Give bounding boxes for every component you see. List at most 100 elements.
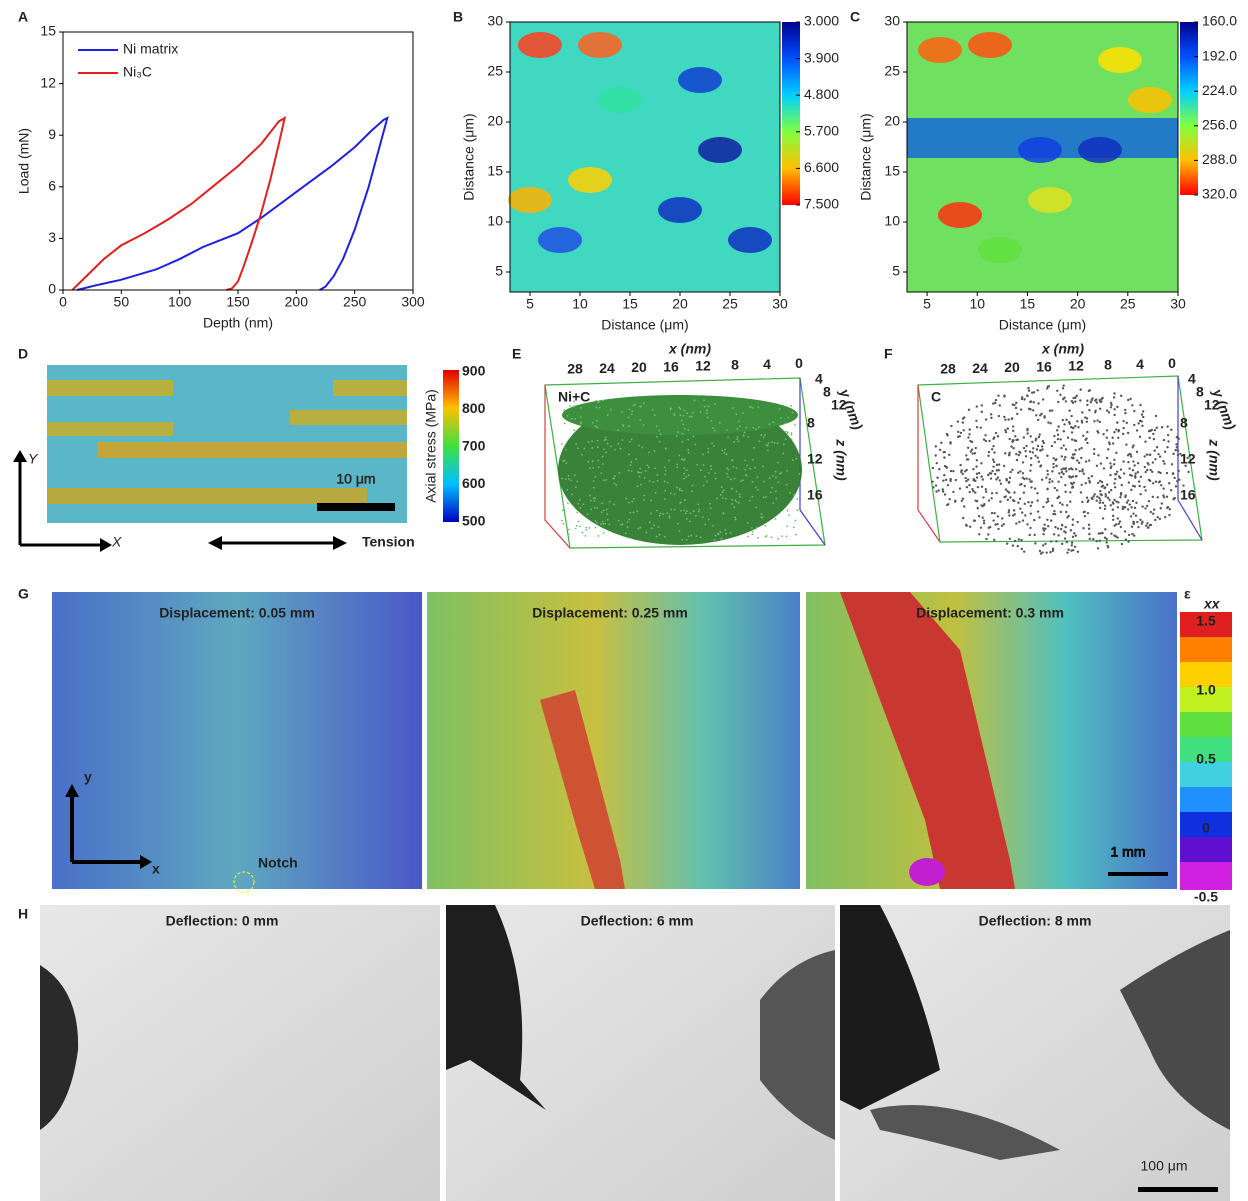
atom — [961, 472, 965, 476]
colorbar-label: 3.900 — [804, 49, 839, 65]
atom — [1006, 427, 1009, 430]
plot-frame — [906, 21, 1179, 293]
atom — [1026, 432, 1029, 435]
atom — [629, 464, 632, 467]
atom — [1165, 495, 1169, 498]
strain-spot — [909, 858, 945, 886]
colorbar-label: 256.0 — [1202, 117, 1237, 133]
atom — [579, 507, 582, 509]
atom — [1100, 493, 1103, 497]
atom — [1170, 428, 1173, 431]
atom — [1127, 481, 1131, 484]
x-tick-label: 15 — [1020, 296, 1036, 312]
atom — [1033, 518, 1036, 522]
atom — [710, 419, 713, 422]
atom — [706, 416, 709, 419]
atom — [703, 475, 706, 478]
atom — [791, 459, 794, 462]
x-axis-label: Distance (μm) — [999, 317, 1086, 333]
atom — [1065, 540, 1069, 544]
atom — [1119, 525, 1123, 529]
atom — [1052, 466, 1055, 469]
atom — [1009, 470, 1012, 474]
atom — [734, 499, 737, 502]
atom — [1127, 540, 1130, 543]
atom — [1096, 419, 1099, 422]
atom — [594, 475, 597, 478]
atom — [735, 467, 738, 470]
atom — [725, 453, 728, 456]
atom — [1116, 421, 1119, 424]
colorbar-label: 7.500 — [804, 196, 839, 212]
atom — [647, 466, 650, 469]
atom — [1085, 420, 1089, 423]
atom — [968, 428, 971, 431]
atom-dots — [560, 384, 1190, 555]
x-axis-label: Depth (nm) — [203, 315, 273, 331]
atom — [1016, 412, 1019, 416]
tick-label: 16 — [663, 358, 679, 374]
atom — [1113, 524, 1116, 527]
atom — [1019, 408, 1023, 411]
atom — [1017, 471, 1020, 474]
atom — [1176, 449, 1180, 452]
atom — [707, 447, 710, 450]
atom — [1060, 446, 1063, 450]
atom — [1023, 484, 1026, 488]
atom — [1116, 536, 1119, 539]
atom — [968, 525, 972, 528]
atom — [1131, 446, 1134, 449]
atom — [1064, 400, 1068, 403]
atom — [1015, 452, 1018, 456]
atom — [749, 406, 752, 408]
atom — [574, 418, 577, 420]
atom — [606, 518, 609, 521]
atom — [1109, 488, 1113, 492]
atom — [1125, 443, 1128, 446]
atom — [1110, 532, 1113, 535]
atom — [742, 479, 744, 482]
atom — [994, 398, 998, 402]
atom — [1025, 477, 1028, 480]
atom — [1064, 448, 1068, 451]
atom — [1145, 524, 1148, 527]
atom — [1039, 449, 1042, 452]
atom — [1082, 472, 1085, 475]
atom — [1113, 430, 1116, 434]
atom — [1050, 519, 1053, 522]
atom — [774, 490, 777, 493]
atom — [1079, 399, 1082, 402]
tick-label: 16 — [1036, 358, 1052, 374]
atom — [1045, 476, 1048, 479]
atom — [780, 471, 783, 474]
atom — [984, 488, 988, 491]
atom — [1098, 420, 1102, 424]
atom — [952, 469, 955, 473]
atom — [1042, 441, 1046, 445]
atom — [689, 512, 692, 515]
atom — [606, 513, 608, 516]
atom — [1177, 437, 1180, 440]
atom — [945, 465, 948, 469]
atom — [1144, 470, 1147, 474]
atom — [643, 499, 645, 501]
atom — [1027, 386, 1030, 390]
atom — [1015, 458, 1019, 462]
atom — [648, 480, 651, 483]
atom — [1086, 511, 1090, 515]
atom — [754, 486, 757, 489]
atom — [1107, 411, 1111, 414]
atom — [664, 473, 667, 476]
atom — [1120, 483, 1123, 487]
atom — [1149, 510, 1152, 514]
contour-blob — [918, 37, 962, 63]
tick-label: 8 — [1104, 357, 1112, 373]
atom — [788, 514, 791, 517]
sample-label: Ni+C — [558, 389, 590, 405]
atom — [654, 491, 657, 494]
atom — [973, 519, 977, 523]
tick-label: 8 — [731, 357, 739, 373]
atom — [1051, 547, 1055, 551]
atom — [1147, 500, 1151, 503]
atom — [639, 467, 642, 470]
